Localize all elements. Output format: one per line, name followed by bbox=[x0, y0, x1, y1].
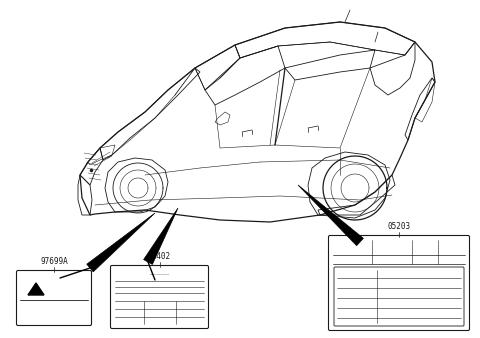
FancyBboxPatch shape bbox=[328, 236, 469, 331]
FancyBboxPatch shape bbox=[16, 270, 92, 325]
Polygon shape bbox=[28, 283, 44, 295]
Polygon shape bbox=[87, 213, 155, 272]
Text: 05203: 05203 bbox=[387, 222, 410, 231]
FancyBboxPatch shape bbox=[334, 267, 464, 326]
Text: ────────: ──────── bbox=[149, 273, 169, 277]
Text: 97699A: 97699A bbox=[40, 257, 68, 266]
FancyBboxPatch shape bbox=[110, 266, 208, 329]
Text: 32402: 32402 bbox=[148, 252, 171, 261]
Polygon shape bbox=[144, 208, 178, 264]
Polygon shape bbox=[298, 185, 363, 246]
